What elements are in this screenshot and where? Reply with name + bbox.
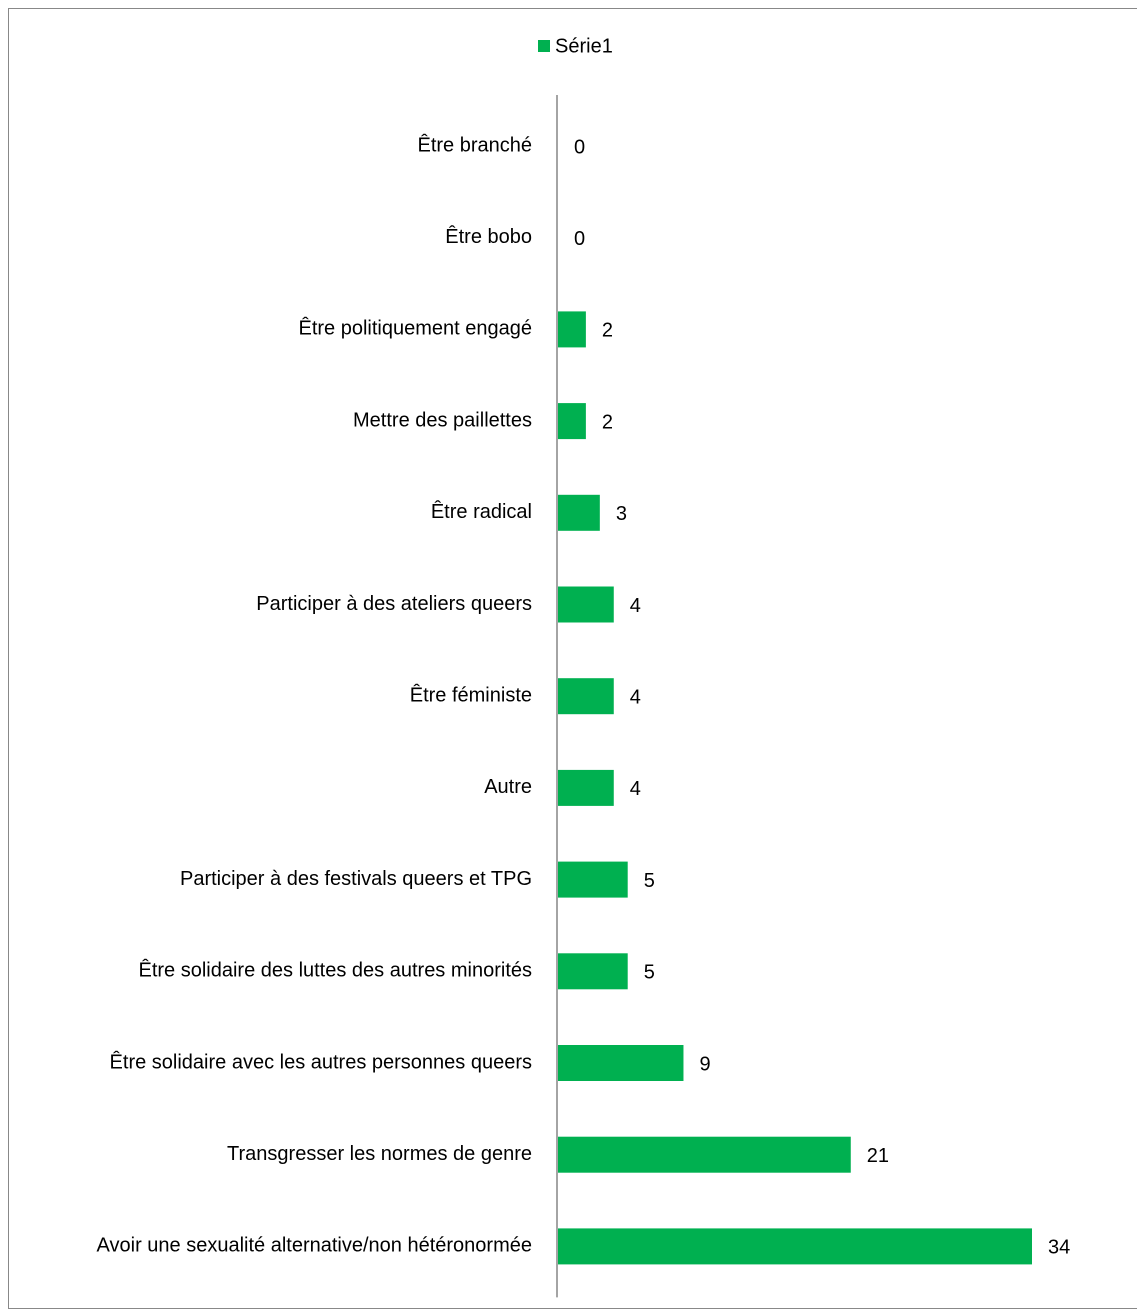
bar <box>558 1045 684 1081</box>
bar <box>558 586 614 623</box>
data-label: 4 <box>630 595 641 617</box>
y-tick-label: Être radical <box>431 500 532 523</box>
y-tick-label: Être branché <box>417 133 532 156</box>
data-label: 2 <box>602 411 613 433</box>
bar <box>558 494 600 531</box>
data-label: 5 <box>644 962 655 984</box>
y-tick-label: Être féministe <box>410 683 532 706</box>
y-tick-label: Être solidaire des luttes des autres min… <box>138 959 532 982</box>
legend-label: Série1 <box>555 35 613 57</box>
y-tick-label: Être bobo <box>445 225 532 248</box>
bar <box>558 678 614 715</box>
y-tick-label: Transgresser les normes de genre <box>227 1143 532 1165</box>
data-label: 21 <box>867 1145 889 1167</box>
bar <box>558 1228 1032 1265</box>
data-label: 5 <box>644 870 655 892</box>
bar <box>558 769 614 806</box>
y-tick-label: Avoir une sexualité alternative/non hété… <box>97 1235 532 1257</box>
data-label: 0 <box>574 228 585 250</box>
y-tick-label: Être solidaire avec les autres personnes… <box>110 1050 532 1073</box>
data-label: 9 <box>699 1053 710 1075</box>
y-tick-label: Être politiquement engagé <box>299 317 533 340</box>
y-tick-label: Autre <box>484 776 532 798</box>
bar <box>558 861 628 898</box>
data-label: 4 <box>630 686 641 708</box>
bar <box>558 311 586 348</box>
bar <box>558 403 586 440</box>
data-label: 34 <box>1048 1237 1070 1259</box>
data-label: 2 <box>602 320 613 342</box>
bar <box>558 1136 851 1173</box>
chart-frame <box>8 8 1137 1309</box>
data-label: 3 <box>616 503 627 525</box>
y-tick-label: Participer à des festivals queers et TPG <box>180 868 532 890</box>
data-label: 4 <box>630 778 641 800</box>
data-label: 0 <box>574 136 585 158</box>
legend-swatch <box>538 40 550 52</box>
y-tick-label: Participer à des ateliers queers <box>256 593 532 615</box>
bar <box>558 953 628 990</box>
y-tick-label: Mettre des paillettes <box>353 409 532 431</box>
